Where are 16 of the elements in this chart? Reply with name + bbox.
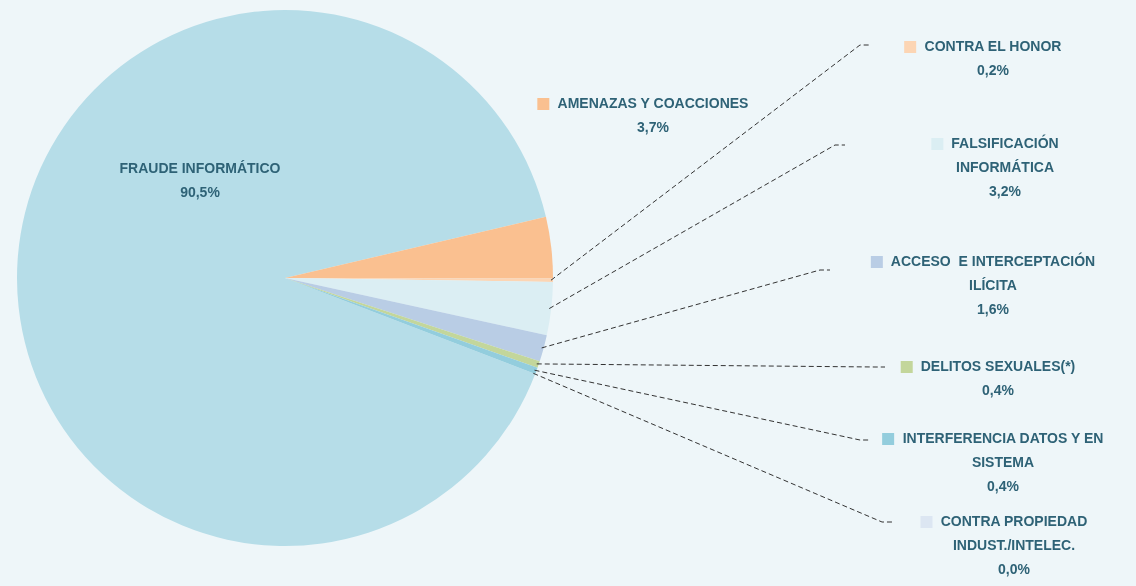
legend-label: CONTRA EL HONOR — [924, 37, 1062, 54]
data-label: 0,2% — [977, 61, 1010, 78]
data-label: 90,5% — [180, 183, 221, 200]
legend-label: FALSIFICACIÓN INFORMÁTICA — [951, 133, 1059, 175]
legend-label: AMENAZAS Y COACCIONES — [557, 94, 749, 111]
data-label: 1,6% — [977, 300, 1010, 317]
data-label: 0,4% — [987, 477, 1020, 494]
legend-label: INTERFERENCIA DATOS Y EN SISTEMA — [902, 429, 1104, 470]
data-label: 3,7% — [637, 118, 670, 135]
data-label: 3,2% — [989, 182, 1022, 199]
slice-label: FRAUDE INFORMÁTICO — [119, 159, 281, 176]
legend-label: ACCESO E INTERCEPTACIÓN ILÍCITA — [890, 251, 1096, 293]
legend-label: CONTRA PROPIEDAD INDUST./INTELEC. — [940, 512, 1088, 553]
legend-label: DELITOS SEXUALES(*) — [920, 357, 1076, 374]
data-label: 0,4% — [982, 381, 1015, 398]
text: 0,0% — [998, 560, 1030, 577]
